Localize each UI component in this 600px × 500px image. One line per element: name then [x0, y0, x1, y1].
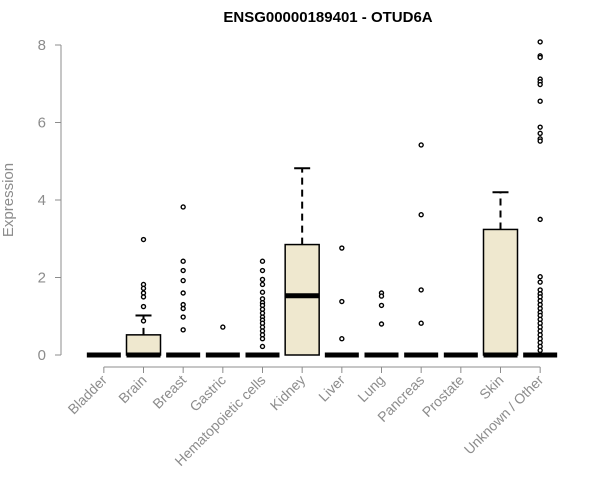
outlier-point	[537, 279, 543, 285]
outlier-point	[220, 324, 226, 330]
outlier-point	[259, 343, 266, 350]
outlier-point	[537, 138, 543, 144]
box-group	[125, 236, 162, 358]
outlier-point	[418, 142, 424, 148]
outlier-point	[140, 285, 147, 292]
outlier-point	[537, 98, 543, 104]
x-tick-label: Skin	[476, 372, 507, 403]
x-tick-label: Brain	[115, 372, 149, 406]
outlier-point	[418, 287, 424, 293]
outlier-point	[180, 204, 186, 210]
box-body	[284, 243, 320, 356]
chart-title: ENSG00000189401 - OTUD6A	[223, 9, 432, 26]
outlier-point	[180, 258, 186, 264]
outlier-point	[537, 216, 543, 223]
x-tick-label: Prostate	[419, 372, 467, 420]
box-group	[245, 258, 280, 358]
outlier-point	[537, 124, 543, 130]
outlier-point	[180, 327, 186, 333]
y-tick-label: 6	[38, 115, 46, 132]
outlier-point	[339, 298, 345, 305]
outlier-point	[418, 320, 424, 326]
x-tick-label: Bladder	[65, 372, 111, 418]
outlier-point	[537, 54, 543, 61]
outlier-point	[259, 281, 266, 288]
box-group	[364, 290, 399, 358]
outlier-point	[180, 290, 186, 296]
box-group	[523, 39, 558, 358]
box-group	[284, 167, 320, 356]
box-body	[125, 334, 162, 356]
boxes	[86, 39, 558, 358]
outlier-point	[180, 267, 186, 274]
outlier-point	[378, 302, 385, 309]
box-body	[482, 228, 519, 356]
y-tick-label: 8	[38, 37, 46, 54]
outlier-point	[378, 293, 385, 299]
outlier-point	[339, 336, 345, 342]
outlier-point	[140, 318, 147, 324]
x-tick-label: Kidney	[267, 372, 309, 414]
outlier-point	[259, 258, 266, 264]
outlier-point	[259, 267, 266, 274]
outlier-point	[537, 274, 543, 280]
outlier-point	[418, 212, 424, 218]
outlier-point	[259, 336, 266, 342]
outlier-point	[537, 81, 543, 88]
y-tick-label: 0	[38, 347, 46, 364]
x-tick-label: Breast	[149, 372, 189, 412]
box-group	[482, 191, 519, 358]
outlier-point	[259, 289, 266, 295]
box-group	[404, 142, 439, 358]
box-group	[324, 245, 359, 358]
outlier-point	[259, 276, 266, 283]
y-axis-label: Expression	[0, 163, 17, 237]
y-axis: 0 2 4 6 8	[38, 37, 62, 364]
box-group	[166, 204, 201, 358]
outlier-point	[140, 236, 147, 243]
outlier-point	[180, 305, 186, 312]
outlier-point	[537, 347, 543, 354]
x-tick-label: Liver	[315, 372, 348, 405]
outlier-point	[140, 294, 147, 300]
outlier-point	[537, 130, 543, 137]
outlier-point	[140, 303, 147, 310]
y-tick-label: 4	[38, 192, 46, 209]
x-tick-label: Lung	[354, 372, 387, 405]
outlier-point	[378, 321, 385, 327]
outlier-point	[339, 245, 345, 251]
outlier-point	[537, 39, 543, 45]
box-group	[205, 324, 240, 358]
outlier-point	[180, 277, 186, 284]
outlier-point	[180, 314, 186, 320]
y-tick-label: 2	[38, 270, 46, 287]
